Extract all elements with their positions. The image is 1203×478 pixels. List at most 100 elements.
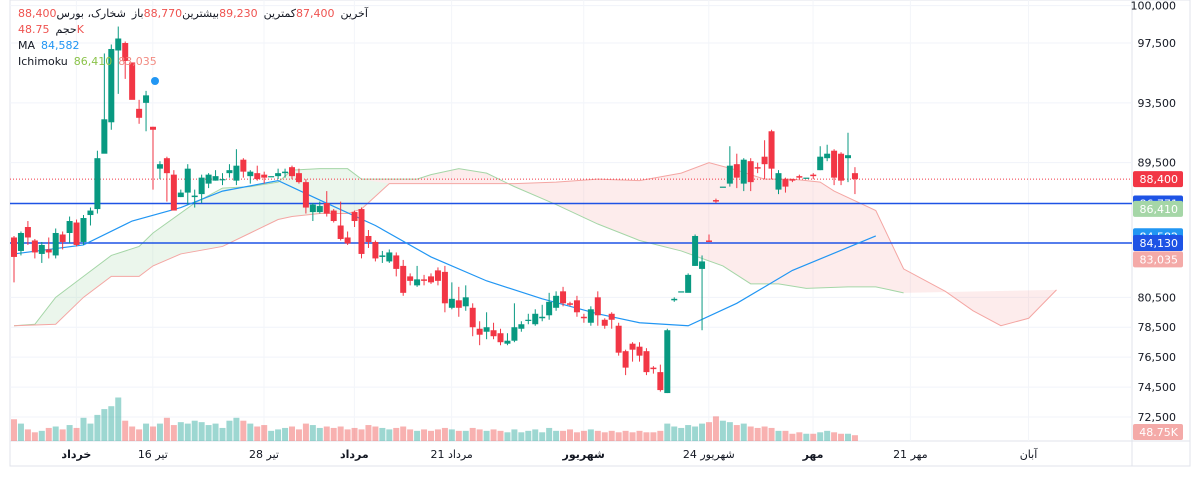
volume-bar — [156, 423, 163, 441]
volume-bar — [706, 422, 712, 441]
candle-body — [52, 232, 59, 256]
volume-bar — [539, 432, 546, 441]
volume-bar — [289, 426, 295, 441]
volume-value: 48.75K — [18, 23, 84, 36]
cloud-bullish-area — [14, 168, 390, 326]
volume-bar — [532, 429, 539, 441]
volume-bar — [323, 426, 330, 441]
volume-bar — [80, 417, 87, 441]
candle-body — [115, 38, 122, 51]
candle-body — [358, 209, 365, 254]
price-tick-label: 74,500 — [1138, 381, 1177, 394]
chart-legend: 88,400 آخرین 87,400کمترین 89,230بیشترین88,7… — [18, 6, 368, 70]
price-badge-label: 83,035 — [1140, 253, 1179, 266]
volume-bar — [448, 429, 455, 441]
candle-body — [247, 171, 254, 177]
price-tick-label: 89,500 — [1138, 157, 1177, 170]
price-badge — [1133, 251, 1183, 268]
candle-body — [212, 176, 219, 181]
price-tick-label: 80,500 — [1138, 291, 1177, 304]
volume-bar — [733, 425, 740, 441]
volume-bar — [629, 432, 636, 441]
candle-body — [177, 192, 184, 198]
candle-body — [191, 195, 198, 198]
candle-body — [636, 346, 643, 356]
volume-bar — [309, 425, 316, 441]
volume-bar — [45, 427, 52, 441]
candle-body — [379, 255, 386, 257]
time-axis: خرداد 16 تیر 28 تیر مرداد 21 مرداد شهریور 24 ش… — [61, 447, 1038, 461]
candle-body — [580, 316, 587, 319]
time-tick-label: 16 تیر — [138, 448, 168, 461]
volume-bar — [379, 427, 386, 441]
volume-bar — [650, 432, 657, 441]
candle-body — [337, 225, 344, 239]
ma-value: 84,582 — [41, 39, 80, 52]
candle-body — [136, 108, 143, 118]
volume-bar — [685, 425, 692, 441]
ma-row: MA 84,582 — [18, 38, 368, 54]
price-axis: 100,000 97,500 93,500 89,500 80,500 78,500 76,… — [1131, 0, 1177, 424]
ohlc-row: 88,400 آخرین 87,400کمترین 89,230بیشترین88,7… — [18, 6, 368, 22]
price-tick-label: 72,500 — [1138, 411, 1177, 424]
candle-body — [254, 173, 261, 180]
volume-bar — [358, 429, 365, 441]
candle-body — [80, 218, 87, 242]
close-label: آخرین — [340, 7, 368, 20]
volume-bar — [122, 420, 129, 441]
volume-bar — [504, 432, 511, 441]
candle-body — [810, 174, 817, 177]
candle-body — [372, 241, 379, 259]
candle-body — [275, 173, 282, 177]
candle-body — [198, 177, 205, 195]
ichimoku-cloud — [13, 162, 1057, 327]
chart-frame — [9, 0, 1191, 467]
volume-bar — [754, 427, 761, 441]
volume-bar — [247, 423, 254, 441]
volume-bar — [838, 433, 845, 441]
candle-body — [129, 62, 136, 100]
volume-bar — [38, 430, 45, 441]
volume-bar — [87, 423, 94, 441]
volume-bar — [810, 433, 817, 441]
candle-body — [233, 165, 240, 181]
volume-bar — [163, 417, 170, 441]
volume-bar — [351, 427, 358, 441]
price-badge-label: 84,130 — [1140, 237, 1179, 250]
volume-bar — [775, 430, 782, 441]
candle-body — [302, 182, 309, 208]
volume-bar — [198, 422, 205, 441]
volume-bar — [434, 429, 441, 441]
price-badge — [1133, 235, 1183, 252]
candle-body — [782, 179, 789, 187]
volume-bar — [636, 430, 643, 441]
candle-body — [462, 297, 469, 307]
volume-bar — [108, 406, 115, 441]
candle-body — [629, 343, 636, 350]
volume-bar — [302, 423, 309, 441]
ma-label: MA — [18, 39, 36, 52]
volume-bar — [511, 429, 518, 441]
candle-body — [441, 271, 448, 304]
volume-bar — [608, 430, 615, 441]
volume-bar — [546, 427, 553, 441]
volume-bars — [11, 397, 858, 441]
volume-bar — [115, 397, 122, 441]
volume-bar — [365, 425, 372, 441]
candle-body — [803, 177, 810, 179]
candle-body — [650, 367, 657, 370]
low-value: 87,400 — [296, 7, 335, 20]
candle-body — [143, 95, 150, 103]
candle-body — [546, 301, 553, 316]
candle-body — [761, 156, 768, 165]
volume-bar — [712, 416, 719, 441]
candle-body — [448, 298, 455, 308]
volume-bar — [275, 429, 282, 441]
volume-bar — [282, 427, 289, 441]
volume-bar — [796, 432, 803, 441]
candle-body — [664, 330, 671, 394]
candle-body — [719, 186, 726, 188]
price-tick-label: 78,500 — [1138, 321, 1177, 334]
candle-body — [796, 176, 803, 178]
